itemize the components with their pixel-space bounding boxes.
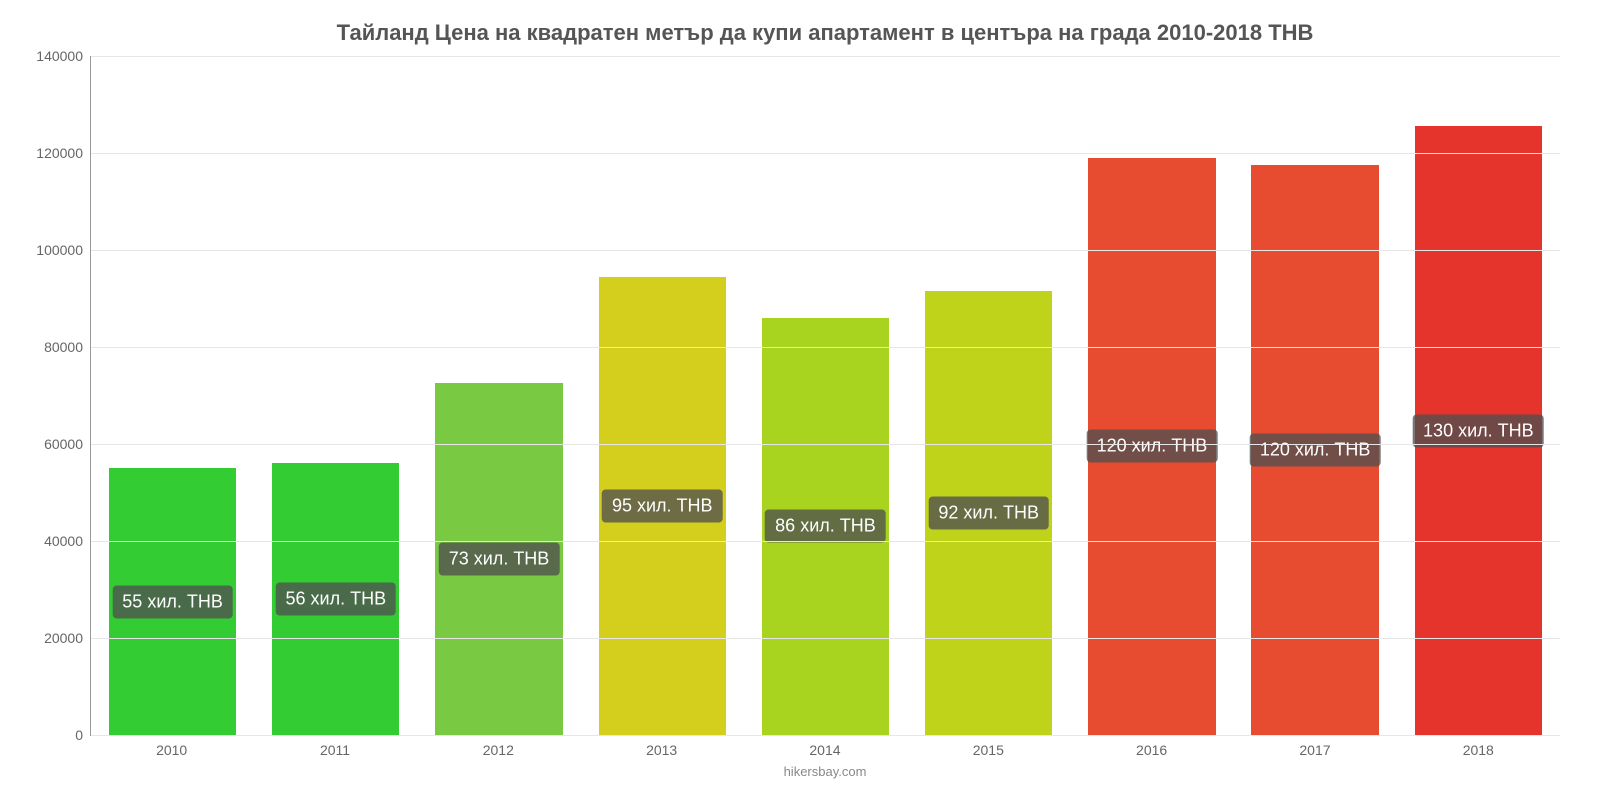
chart-title: Тайланд Цена на квадратен метър да купи … <box>90 20 1560 46</box>
bar-value-label: 120 хил. THB <box>1250 434 1381 467</box>
bar-slot: 120 хил. THB <box>1070 56 1233 735</box>
bar-value-label: 130 хил. THB <box>1413 414 1544 447</box>
bar: 73 хил. THB <box>435 383 562 735</box>
bar-value-label: 95 хил. THB <box>602 489 723 522</box>
grid-line <box>91 541 1560 542</box>
grid-line <box>91 638 1560 639</box>
y-tick-label: 100000 <box>36 242 91 258</box>
x-axis-labels: 201020112012201320142015201620172018 <box>90 742 1560 758</box>
x-tick-label: 2016 <box>1070 742 1233 758</box>
y-tick-label: 60000 <box>44 436 91 452</box>
bar-value-label: 56 хил. THB <box>276 583 397 616</box>
grid-line <box>91 250 1560 251</box>
bar-value-label: 73 хил. THB <box>439 543 560 576</box>
y-tick-label: 140000 <box>36 48 91 64</box>
y-tick-label: 120000 <box>36 145 91 161</box>
x-tick-label: 2011 <box>253 742 416 758</box>
grid-line <box>91 153 1560 154</box>
bar-slot: 95 хил. THB <box>581 56 744 735</box>
bar-value-label: 86 хил. THB <box>765 510 886 543</box>
chart-container: Тайланд Цена на квадратен метър да купи … <box>0 0 1600 800</box>
x-tick-label: 2013 <box>580 742 743 758</box>
bar: 95 хил. THB <box>599 277 726 735</box>
grid-line <box>91 347 1560 348</box>
y-tick-label: 0 <box>75 727 91 743</box>
bar-value-label: 120 хил. THB <box>1087 430 1218 463</box>
grid-line <box>91 56 1560 57</box>
bar-slot: 86 хил. THB <box>744 56 907 735</box>
grid-line <box>91 735 1560 736</box>
bar-value-label: 55 хил. THB <box>112 585 233 618</box>
bar-slot: 73 хил. THB <box>417 56 580 735</box>
bar: 130 хил. THB <box>1415 126 1542 735</box>
grid-line <box>91 444 1560 445</box>
x-tick-label: 2010 <box>90 742 253 758</box>
bar: 55 хил. THB <box>109 468 236 735</box>
x-tick-label: 2018 <box>1397 742 1560 758</box>
bar-slot: 56 хил. THB <box>254 56 417 735</box>
bar-slot: 130 хил. THB <box>1397 56 1560 735</box>
x-tick-label: 2017 <box>1233 742 1396 758</box>
x-tick-label: 2015 <box>907 742 1070 758</box>
bar-slot: 55 хил. THB <box>91 56 254 735</box>
bar-slot: 92 хил. THB <box>907 56 1070 735</box>
bar: 56 хил. THB <box>272 463 399 735</box>
bar: 86 хил. THB <box>762 318 889 735</box>
y-tick-label: 20000 <box>44 630 91 646</box>
y-tick-label: 80000 <box>44 339 91 355</box>
bar-slot: 120 хил. THB <box>1234 56 1397 735</box>
bar-value-label: 92 хил. THB <box>928 497 1049 530</box>
bar: 92 хил. THB <box>925 291 1052 735</box>
attribution-text: hikersbay.com <box>90 764 1560 779</box>
y-tick-label: 40000 <box>44 533 91 549</box>
x-tick-label: 2012 <box>417 742 580 758</box>
plot-area: 55 хил. THB 56 хил. THB 73 хил. THB 95 хил.… <box>90 56 1560 736</box>
x-tick-label: 2014 <box>743 742 906 758</box>
bars-group: 55 хил. THB 56 хил. THB 73 хил. THB 95 хил.… <box>91 56 1560 735</box>
bar: 120 хил. THB <box>1088 158 1215 735</box>
